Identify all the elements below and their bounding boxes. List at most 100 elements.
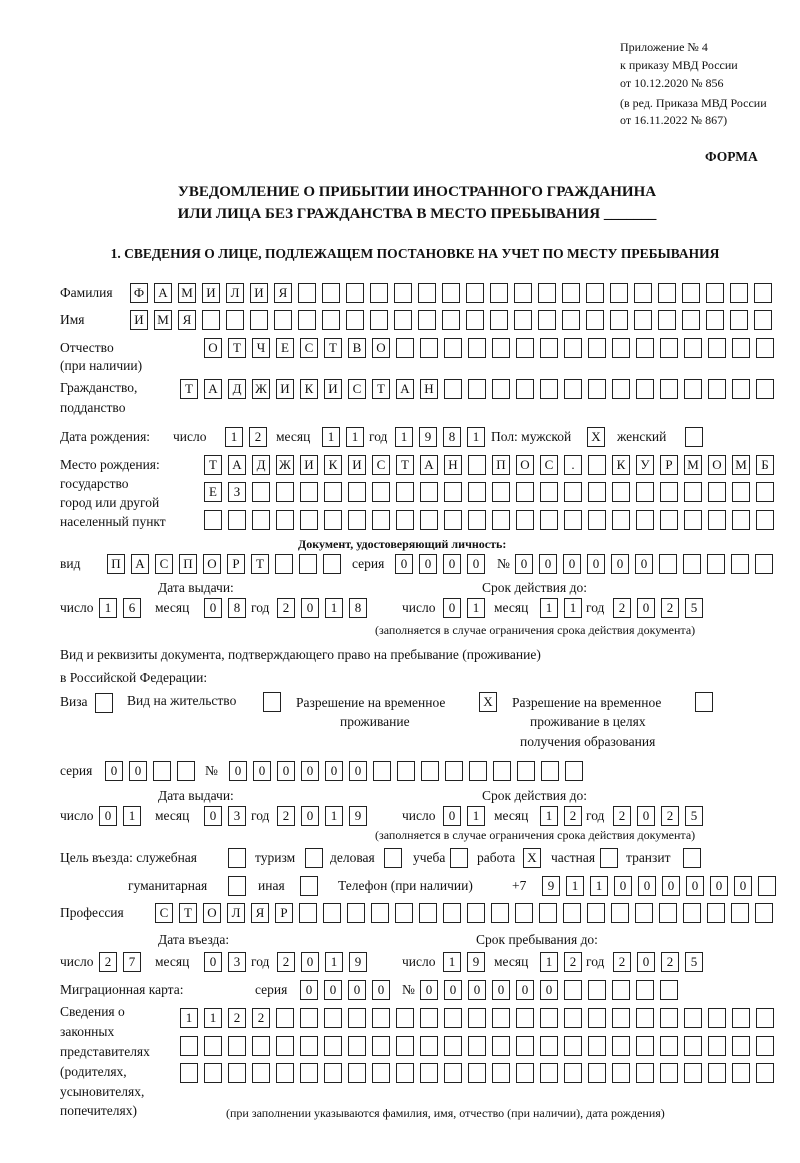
entry-day-char-box[interactable]: 7 xyxy=(123,952,141,972)
surname-char-box[interactable] xyxy=(658,283,676,303)
reps-2-char-box[interactable] xyxy=(372,1036,390,1056)
rd-number-char-box[interactable] xyxy=(445,761,463,781)
birthplace-2-char-box[interactable] xyxy=(372,482,390,502)
citizenship-char-box[interactable] xyxy=(444,379,462,399)
rd-number-char-box[interactable] xyxy=(421,761,439,781)
birthplace-2-char-box[interactable] xyxy=(564,482,582,502)
rd-number-char-box[interactable] xyxy=(493,761,511,781)
stay-year-char-box[interactable]: 2 xyxy=(613,952,631,972)
citizenship-char-box[interactable] xyxy=(492,379,510,399)
id-valid-year-char-box[interactable]: 2 xyxy=(661,598,679,618)
profession-char-box[interactable] xyxy=(707,903,725,923)
citizenship-char-box[interactable]: А xyxy=(396,379,414,399)
rd-issue-day-char-box[interactable]: 0 xyxy=(99,806,117,826)
birth-year-char-box[interactable]: 9 xyxy=(419,427,437,447)
birthplace-3-char-box[interactable] xyxy=(396,510,414,530)
mc-series-char-box[interactable]: 0 xyxy=(324,980,342,1000)
birthplace-3-char-box[interactable] xyxy=(684,510,702,530)
citizenship-char-box[interactable] xyxy=(612,379,630,399)
residence-checkbox[interactable] xyxy=(263,692,281,712)
birthplace-1-char-box[interactable]: М xyxy=(684,455,702,475)
id-kind-char-box[interactable]: П xyxy=(179,554,197,574)
id-issue-year-char-box[interactable]: 1 xyxy=(325,598,343,618)
mc-number-char-box[interactable]: 0 xyxy=(540,980,558,1000)
birthplace-3-char-box[interactable] xyxy=(756,510,774,530)
reps-3-char-box[interactable] xyxy=(300,1063,318,1083)
rd-number-char-box[interactable] xyxy=(565,761,583,781)
reps-1-char-box[interactable] xyxy=(492,1008,510,1028)
rd-valid-year-char-box[interactable]: 5 xyxy=(685,806,703,826)
surname-char-box[interactable] xyxy=(466,283,484,303)
reps-2-char-box[interactable] xyxy=(348,1036,366,1056)
reps-1-char-box[interactable] xyxy=(372,1008,390,1028)
rd-number-char-box[interactable] xyxy=(469,761,487,781)
birthplace-2-char-box[interactable]: Е xyxy=(204,482,222,502)
reps-1-char-box[interactable] xyxy=(732,1008,750,1028)
reps-3-char-box[interactable] xyxy=(468,1063,486,1083)
birthplace-2-char-box[interactable] xyxy=(516,482,534,502)
id-issue-day-char-box[interactable]: 6 xyxy=(123,598,141,618)
rd-valid-month-char-box[interactable]: 1 xyxy=(540,806,558,826)
id-number-char-box[interactable]: 0 xyxy=(587,554,605,574)
name-char-box[interactable] xyxy=(754,310,772,330)
citizenship-char-box[interactable]: К xyxy=(300,379,318,399)
birthplace-2-char-box[interactable]: З xyxy=(228,482,246,502)
citizenship-char-box[interactable]: И xyxy=(276,379,294,399)
id-kind-char-box[interactable]: А xyxy=(131,554,149,574)
reps-1-char-box[interactable]: 2 xyxy=(252,1008,270,1028)
patronymic-char-box[interactable]: Ч xyxy=(252,338,270,358)
patronymic-char-box[interactable] xyxy=(420,338,438,358)
entry-month-char-box[interactable]: 0 xyxy=(204,952,222,972)
reps-3-char-box[interactable] xyxy=(612,1063,630,1083)
birth-month-char-box[interactable]: 1 xyxy=(346,427,364,447)
citizenship-char-box[interactable]: А xyxy=(204,379,222,399)
surname-char-box[interactable] xyxy=(562,283,580,303)
patronymic-char-box[interactable] xyxy=(732,338,750,358)
rd-valid-day-char-box[interactable]: 0 xyxy=(443,806,461,826)
birthplace-2-char-box[interactable] xyxy=(612,482,630,502)
reps-2-char-box[interactable] xyxy=(732,1036,750,1056)
surname-char-box[interactable]: Л xyxy=(226,283,244,303)
id-number-char-box[interactable]: 0 xyxy=(515,554,533,574)
surname-char-box[interactable] xyxy=(754,283,772,303)
reps-3-char-box[interactable] xyxy=(204,1063,222,1083)
phone-char-box[interactable]: 0 xyxy=(734,876,752,896)
patronymic-char-box[interactable] xyxy=(636,338,654,358)
name-char-box[interactable] xyxy=(202,310,220,330)
birthplace-1-char-box[interactable]: У xyxy=(636,455,654,475)
reps-3-char-box[interactable] xyxy=(516,1063,534,1083)
birthplace-1-char-box[interactable]: И xyxy=(300,455,318,475)
id-kind-char-box[interactable]: О xyxy=(203,554,221,574)
surname-char-box[interactable] xyxy=(634,283,652,303)
reps-2-char-box[interactable] xyxy=(204,1036,222,1056)
reps-2-char-box[interactable] xyxy=(684,1036,702,1056)
birthplace-3-char-box[interactable] xyxy=(348,510,366,530)
stay-year-char-box[interactable]: 2 xyxy=(661,952,679,972)
reps-2-char-box[interactable] xyxy=(180,1036,198,1056)
surname-char-box[interactable] xyxy=(418,283,436,303)
phone-char-box[interactable]: 0 xyxy=(686,876,704,896)
profession-char-box[interactable]: Т xyxy=(179,903,197,923)
name-char-box[interactable] xyxy=(418,310,436,330)
name-char-box[interactable] xyxy=(322,310,340,330)
surname-char-box[interactable] xyxy=(538,283,556,303)
name-char-box[interactable] xyxy=(250,310,268,330)
citizenship-char-box[interactable] xyxy=(732,379,750,399)
birthplace-3-char-box[interactable] xyxy=(228,510,246,530)
birthplace-1-char-box[interactable]: О xyxy=(708,455,726,475)
reps-2-char-box[interactable] xyxy=(660,1036,678,1056)
birthplace-1-char-box[interactable]: К xyxy=(324,455,342,475)
phone-char-box[interactable]: 0 xyxy=(638,876,656,896)
visa-checkbox[interactable] xyxy=(95,693,113,713)
stay-year-char-box[interactable]: 0 xyxy=(637,952,655,972)
birthplace-2-char-box[interactable] xyxy=(588,482,606,502)
citizenship-char-box[interactable] xyxy=(708,379,726,399)
rd-number-char-box[interactable] xyxy=(517,761,535,781)
birthplace-2-char-box[interactable] xyxy=(420,482,438,502)
p-transit-checkbox[interactable] xyxy=(683,848,701,868)
birthplace-1-char-box[interactable]: Р xyxy=(660,455,678,475)
mc-number-char-box[interactable] xyxy=(588,980,606,1000)
profession-char-box[interactable] xyxy=(371,903,389,923)
phone-char-box[interactable] xyxy=(758,876,776,896)
id-issue-year-char-box[interactable]: 2 xyxy=(277,598,295,618)
